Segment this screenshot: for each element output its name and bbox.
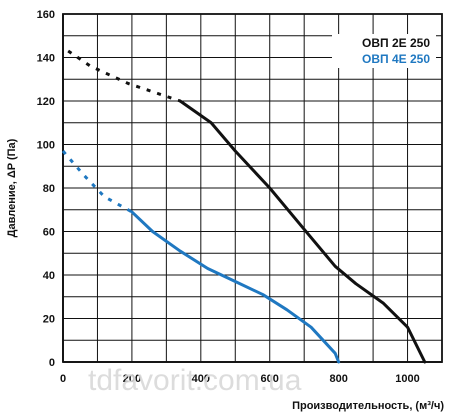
y-tick-label: 80 xyxy=(43,183,55,195)
grid-lines xyxy=(62,13,443,363)
series-4e-dashed-line xyxy=(61,150,133,214)
series-layer xyxy=(61,49,427,364)
x-tick-label: 200 xyxy=(123,373,141,385)
legend-background xyxy=(332,34,436,68)
x-tick-label: 800 xyxy=(329,373,347,385)
y-tick-label: 20 xyxy=(43,314,55,326)
watermark-layer: tdfavorit.com.ua xyxy=(88,364,302,397)
axes: 0 200 400 600 800 1000 0 20 40 60 80 100 120 140 160 xyxy=(37,9,443,385)
watermark-text: tdfavorit.com.ua xyxy=(88,364,302,397)
y-tick-label: 120 xyxy=(37,96,55,108)
x-tick-label: 0 xyxy=(60,373,66,385)
axis-labels: Производительность, (м³/ч) Давление, ΔP … xyxy=(6,138,444,412)
series-2e-solid-line xyxy=(178,99,427,364)
x-axis-title: Производительность, (м³/ч) xyxy=(292,400,444,412)
plot-border xyxy=(62,13,443,363)
x-tick-label: 400 xyxy=(192,373,210,385)
series-2e-dashed-line xyxy=(67,49,181,103)
x-tick-label: 600 xyxy=(261,373,279,385)
series-4e-solid-line xyxy=(130,210,341,364)
y-tick-label: 160 xyxy=(37,9,55,21)
legend-label-ovp-4e-250: ОВП 4Е 250 xyxy=(362,52,430,66)
y-tick-label: 100 xyxy=(37,140,55,152)
y-tick-label: 140 xyxy=(37,53,55,65)
y-tick-label: 40 xyxy=(43,270,55,282)
legend-label-ovp-2e-250: ОВП 2Е 250 xyxy=(362,36,430,50)
y-tick-label: 0 xyxy=(49,357,55,369)
legend: ОВП 2Е 250 ОВП 4Е 250 xyxy=(332,34,436,68)
x-tick-label: 1000 xyxy=(395,373,419,385)
y-axis-title: Давление, ΔP (Па) xyxy=(6,138,18,237)
y-tick-label: 60 xyxy=(43,227,55,239)
